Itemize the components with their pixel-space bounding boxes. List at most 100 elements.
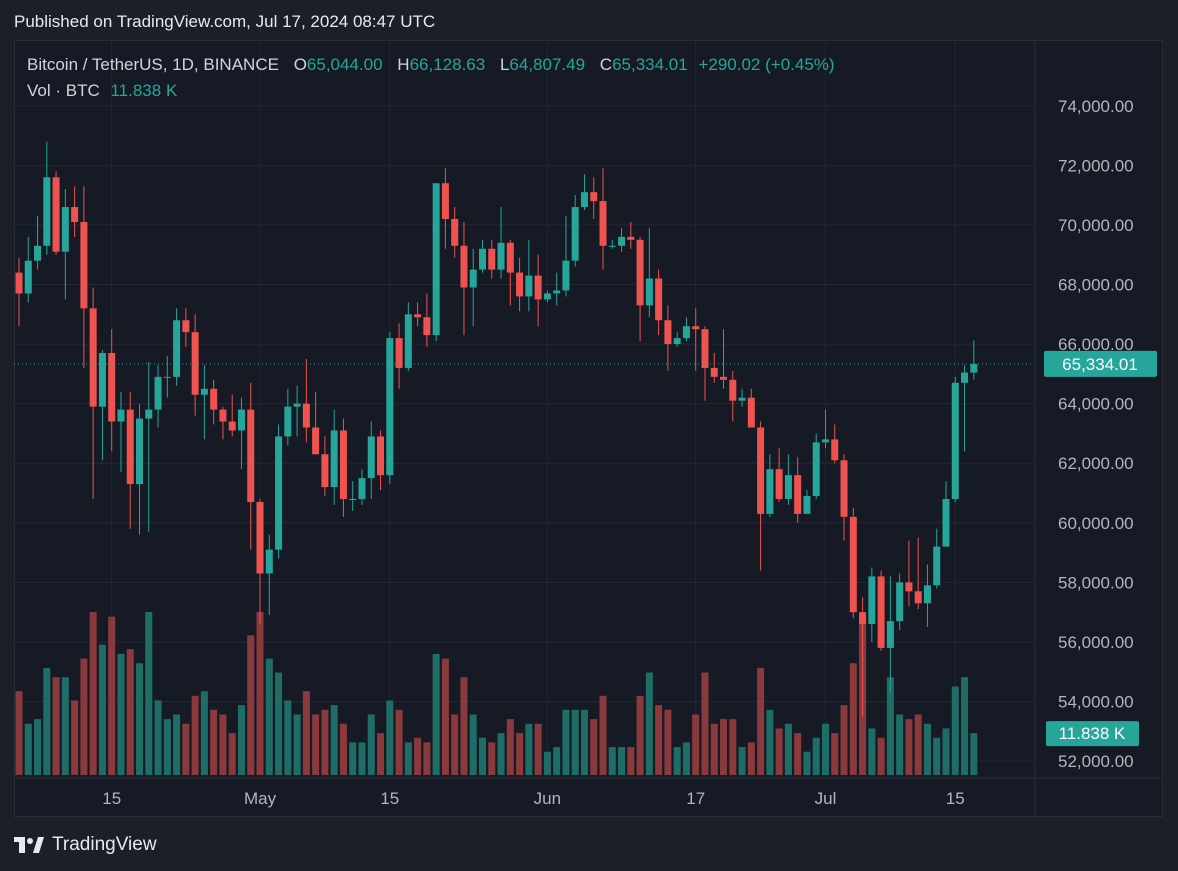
candle-body[interactable] — [377, 436, 385, 476]
candle-body[interactable] — [896, 582, 904, 622]
candle-body[interactable] — [210, 388, 218, 410]
candle-body[interactable] — [321, 454, 329, 488]
chart-pane[interactable] — [14, 40, 1163, 817]
candle-body[interactable] — [126, 409, 134, 485]
candle-body[interactable] — [701, 329, 709, 368]
candle-body[interactable] — [395, 338, 403, 368]
candle-body[interactable] — [692, 326, 700, 330]
candle-body[interactable] — [52, 177, 60, 252]
candle-body[interactable] — [24, 260, 32, 294]
candle-body[interactable] — [117, 409, 125, 422]
candle-body[interactable] — [265, 549, 273, 574]
candle-body[interactable] — [479, 248, 486, 270]
candle-body[interactable] — [108, 353, 116, 422]
candle-body[interactable] — [414, 314, 422, 318]
candle-body[interactable] — [497, 242, 505, 270]
candle-body[interactable] — [302, 403, 310, 428]
candle-body[interactable] — [136, 418, 144, 485]
candle-body[interactable] — [599, 201, 607, 246]
candle-body[interactable] — [757, 427, 765, 514]
candle-body[interactable] — [80, 221, 88, 309]
last-price-tag[interactable] — [1044, 350, 1157, 377]
candle-body[interactable] — [488, 248, 496, 270]
candle-body[interactable] — [516, 272, 524, 297]
candle-body[interactable] — [15, 272, 23, 294]
candle-body[interactable] — [729, 379, 737, 401]
candle-body[interactable] — [275, 436, 283, 550]
candle-body[interactable] — [859, 612, 867, 625]
candle-body[interactable] — [821, 439, 829, 443]
candle-body[interactable] — [849, 516, 857, 613]
candle-body[interactable] — [349, 498, 357, 500]
candle-body[interactable] — [868, 576, 876, 625]
last-volume-tag[interactable] — [1046, 721, 1139, 747]
candle-body[interactable] — [200, 388, 208, 395]
candle-body[interactable] — [432, 183, 440, 336]
candle-body[interactable] — [404, 314, 412, 368]
candle-body[interactable] — [580, 192, 588, 208]
candle-body[interactable] — [766, 469, 774, 514]
candle-body[interactable] — [506, 242, 514, 273]
candle-body[interactable] — [923, 585, 931, 604]
candle-body[interactable] — [682, 326, 690, 339]
candle-body[interactable] — [228, 421, 236, 431]
candle-body[interactable] — [553, 290, 561, 294]
candle-body[interactable] — [627, 236, 635, 240]
candle-body[interactable] — [98, 353, 106, 407]
candle-body[interactable] — [284, 406, 292, 437]
candle-body[interactable] — [886, 621, 894, 648]
candle-body[interactable] — [61, 207, 69, 252]
candle-body[interactable] — [293, 403, 301, 407]
candle-body[interactable] — [237, 409, 245, 431]
candle-body[interactable] — [933, 546, 941, 586]
candle-body[interactable] — [831, 439, 839, 461]
candle-body[interactable] — [441, 183, 449, 219]
candle-body[interactable] — [747, 397, 755, 428]
candle-body[interactable] — [386, 338, 394, 476]
candlestick-chart[interactable]: 52,000.00 54,000.00 56,000.00 58,000.00 60,0… — [14, 40, 1163, 817]
tradingview-brand[interactable]: TradingView — [14, 834, 157, 856]
candle-body[interactable] — [618, 236, 626, 246]
candle-body[interactable] — [256, 501, 264, 574]
candle-body[interactable] — [173, 320, 181, 377]
candle-body[interactable] — [775, 469, 783, 499]
candle-body[interactable] — [145, 409, 153, 419]
candle-body[interactable] — [590, 192, 598, 202]
candle-body[interactable] — [645, 278, 653, 306]
candle-body[interactable] — [636, 239, 644, 306]
candle-body[interactable] — [942, 498, 950, 547]
candle-body[interactable] — [905, 582, 913, 592]
candle-body[interactable] — [710, 367, 718, 377]
candle-body[interactable] — [803, 496, 811, 514]
candle-body[interactable] — [358, 478, 366, 499]
candle-body[interactable] — [562, 260, 570, 291]
candle-body[interactable] — [451, 218, 459, 246]
candle-body[interactable] — [423, 317, 431, 336]
candle-body[interactable] — [655, 278, 663, 321]
candle-body[interactable] — [720, 376, 728, 380]
candle-body[interactable] — [877, 576, 885, 648]
candle-body[interactable] — [339, 430, 347, 499]
candle-body[interactable] — [71, 207, 79, 222]
candle-body[interactable] — [163, 376, 171, 378]
candle-body[interactable] — [794, 475, 802, 514]
candle-body[interactable] — [738, 397, 746, 401]
candle-body[interactable] — [330, 430, 338, 488]
candle-body[interactable] — [460, 245, 468, 288]
candle-body[interactable] — [534, 275, 542, 300]
candle-body[interactable] — [840, 460, 848, 517]
candle-body[interactable] — [970, 363, 978, 373]
candle-body[interactable] — [191, 332, 199, 395]
candle-body[interactable] — [784, 475, 792, 499]
candle-body[interactable] — [219, 409, 227, 422]
candle-body[interactable] — [673, 338, 681, 345]
symbol-label[interactable]: Bitcoin / TetherUS, 1D, BINANCE — [27, 55, 279, 74]
candle-body[interactable] — [34, 245, 42, 261]
candle-body[interactable] — [43, 177, 51, 246]
candle-body[interactable] — [89, 308, 97, 407]
candle-body[interactable] — [367, 436, 375, 479]
candle-body[interactable] — [664, 320, 672, 345]
candle-body[interactable] — [154, 376, 162, 410]
candle-body[interactable] — [812, 442, 820, 496]
candle-body[interactable] — [543, 293, 551, 300]
